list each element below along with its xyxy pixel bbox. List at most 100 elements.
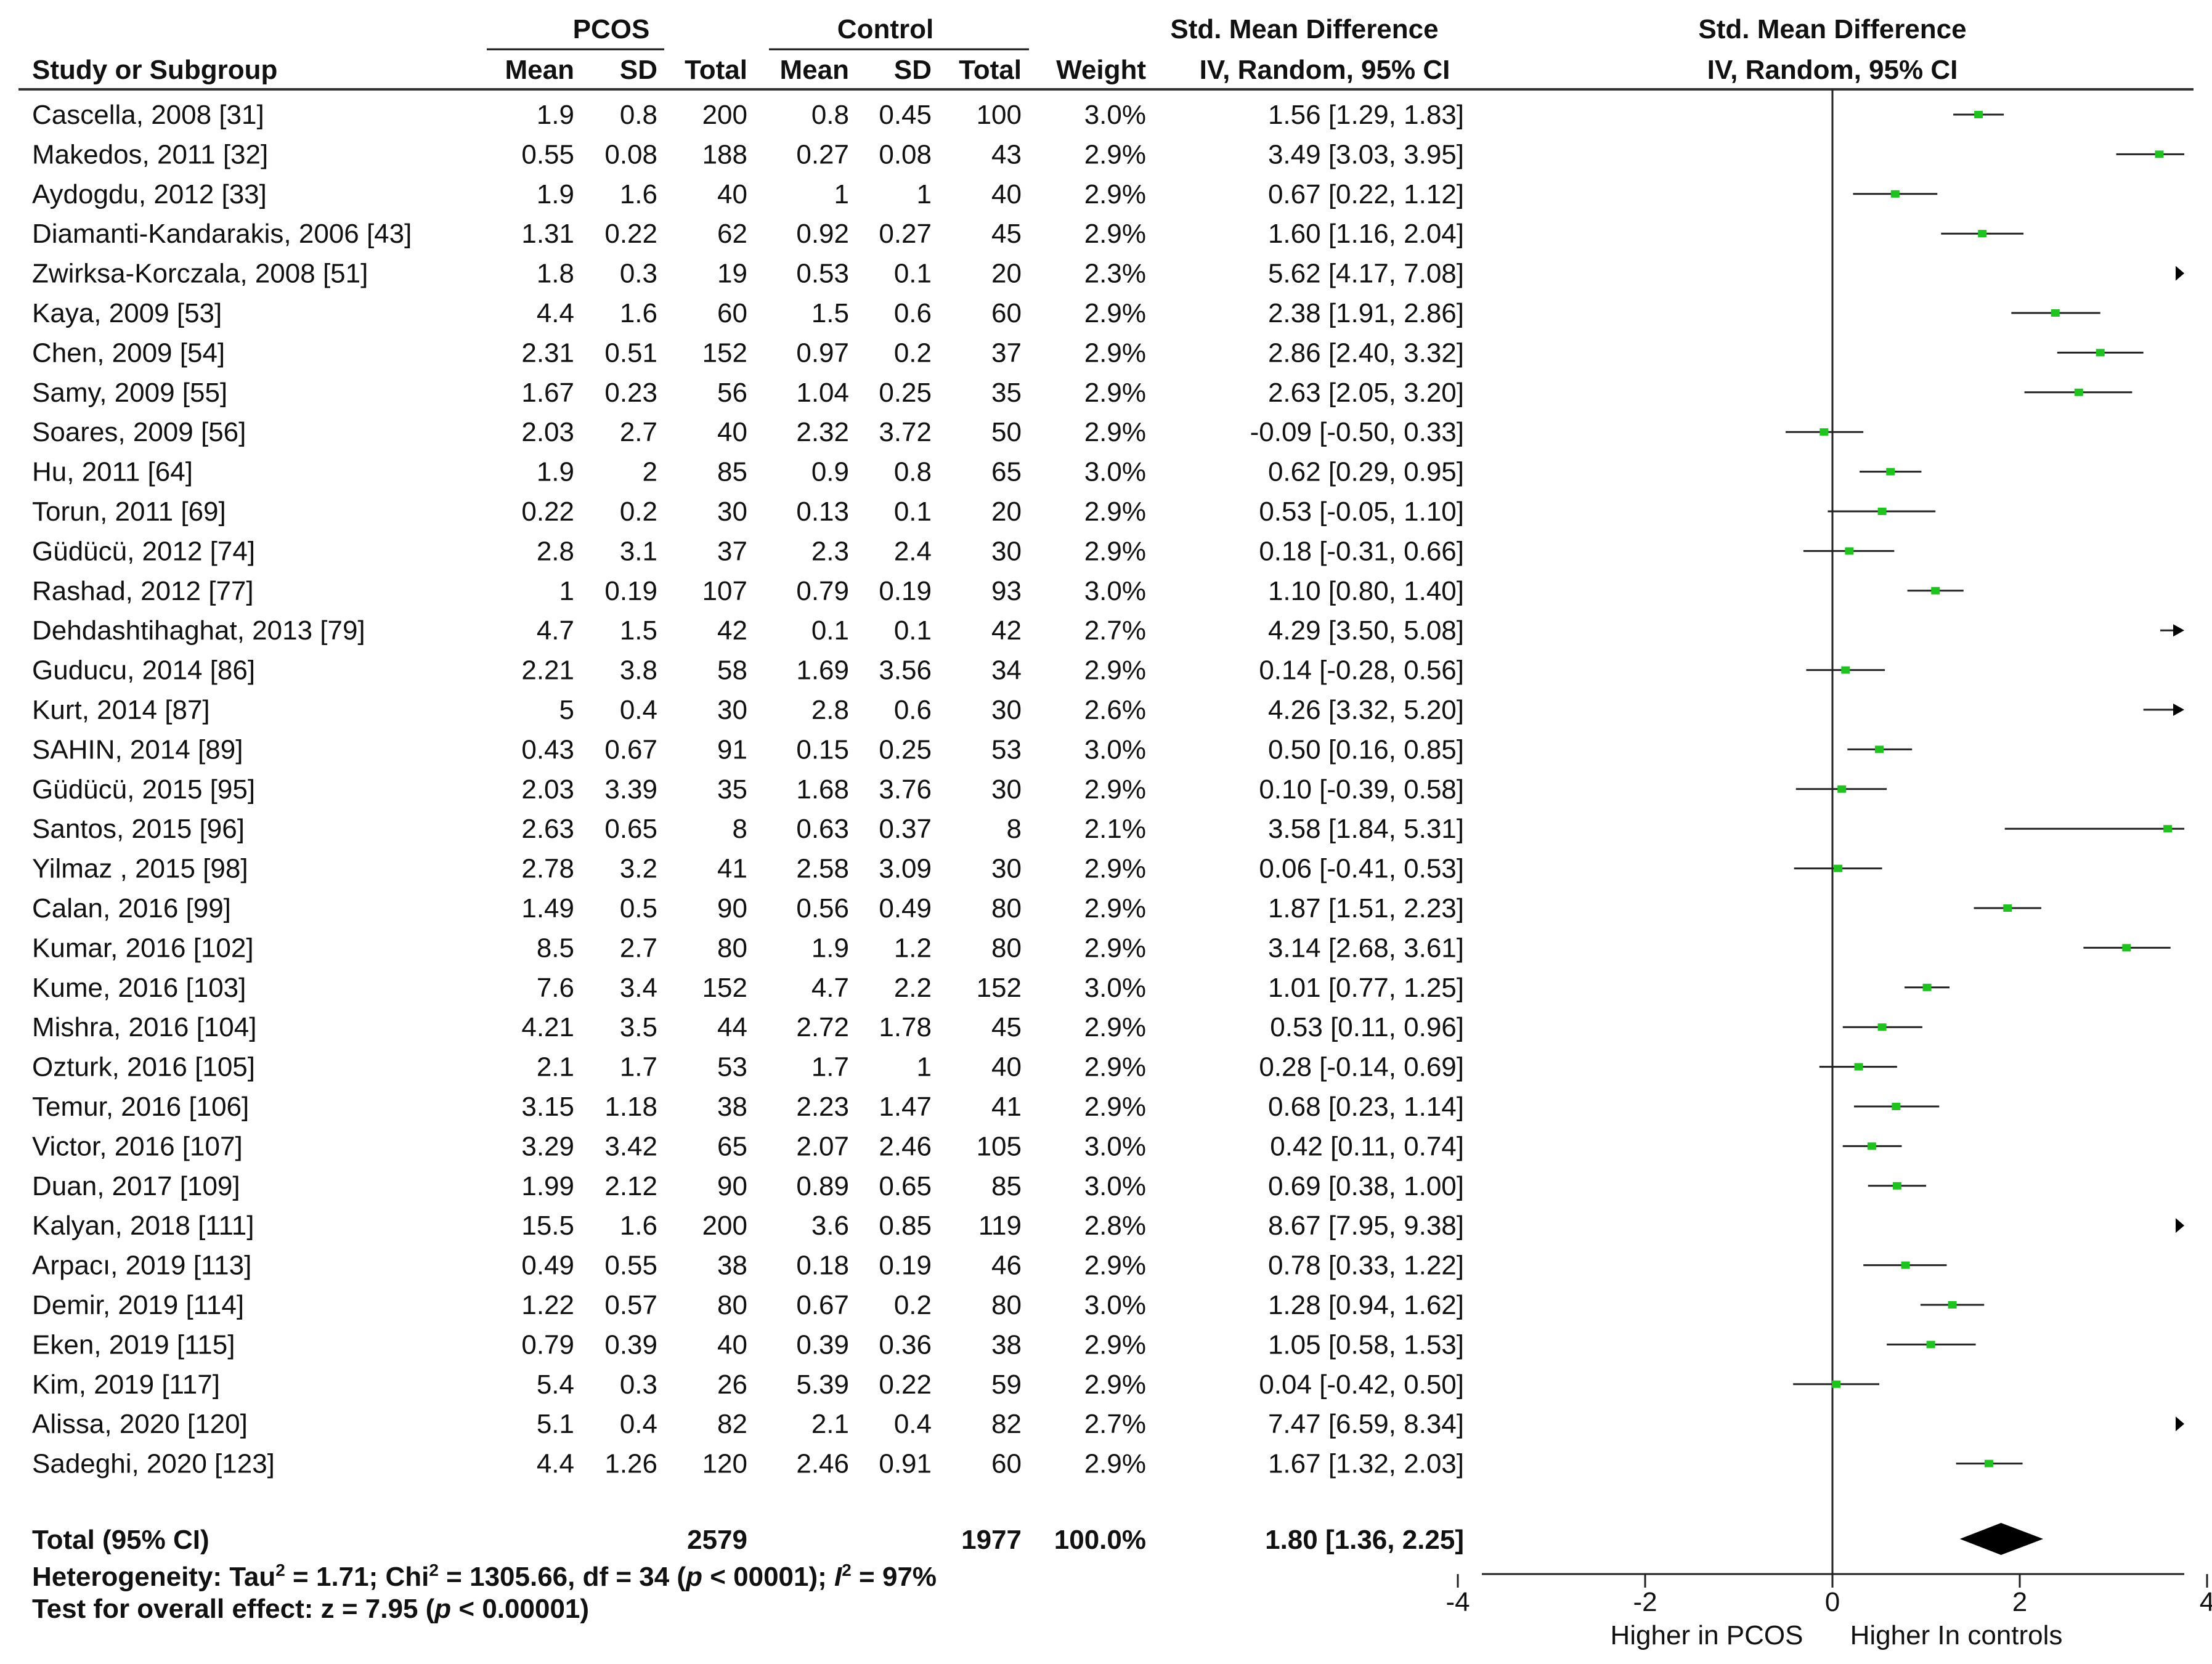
control-sd: 0.1 [894, 259, 932, 289]
pcos-total: 90 [717, 1171, 747, 1201]
control-mean: 2.72 [796, 1012, 849, 1042]
pcos-sd: 0.51 [604, 338, 657, 368]
control-mean: 2.07 [796, 1131, 849, 1161]
study-name: Santos, 2015 [96] [32, 814, 245, 844]
pcos-sd: 1.26 [604, 1449, 657, 1479]
pcos-sd: 0.4 [620, 1409, 657, 1439]
control-sd: 0.2 [894, 1290, 932, 1320]
study-name: Kalyan, 2018 [111] [32, 1211, 254, 1241]
control-total: 93 [991, 576, 1022, 606]
weight-value: 3.0% [1084, 457, 1146, 487]
smd-ci-value: 0.18 [-0.31, 0.66] [1259, 536, 1464, 566]
weight-value: 2.7% [1084, 615, 1146, 646]
study-name: Mishra, 2016 [104] [32, 1012, 256, 1042]
overall-effect-text: Test for overall effect: z = 7.95 (p < 0… [32, 1594, 589, 1624]
weight-value: 2.9% [1084, 536, 1146, 566]
control-mean: 1 [834, 179, 849, 209]
smd-ci-value: 0.10 [-0.39, 0.58] [1259, 774, 1464, 805]
control-total: 80 [991, 1290, 1022, 1320]
smd-ci-value: 0.53 [0.11, 0.96] [1270, 1012, 1464, 1042]
point-estimate [1845, 547, 1854, 555]
study-name: Temur, 2016 [106] [32, 1092, 249, 1122]
control-total: 80 [991, 893, 1022, 923]
smd-ci-value: 3.14 [2.68, 3.61] [1268, 933, 1464, 963]
point-estimate [1984, 1459, 1993, 1467]
pcos-sd: 3.5 [620, 1012, 657, 1042]
pcos-total: 120 [702, 1449, 747, 1479]
study-name: Samy, 2009 [55] [32, 378, 227, 408]
x-tick-label: -4 [1446, 1587, 1470, 1617]
smd-ci-value: 0.14 [-0.28, 0.56] [1259, 655, 1464, 686]
control-total: 30 [991, 854, 1022, 884]
smd-ci-value: 1.28 [0.94, 1.62] [1268, 1290, 1464, 1320]
header-control: Control [837, 14, 933, 44]
study-name: Victor, 2016 [107] [32, 1131, 243, 1161]
smd-ci-value: 8.67 [7.95, 9.38] [1268, 1211, 1464, 1241]
header-control-sd: SD [894, 55, 932, 85]
pcos-sd: 0.55 [604, 1251, 657, 1281]
pcos-mean: 1.67 [521, 378, 574, 408]
study-name: Guducu, 2014 [86] [32, 655, 255, 686]
pcos-sd: 0.08 [604, 139, 657, 169]
control-mean: 0.92 [796, 219, 849, 249]
control-sd: 3.56 [879, 655, 932, 686]
control-sd: 3.72 [879, 417, 932, 447]
pcos-sd: 0.39 [604, 1329, 657, 1360]
control-sd: 2.46 [879, 1131, 932, 1161]
pcos-mean: 1.22 [521, 1290, 574, 1320]
control-total: 60 [991, 298, 1022, 328]
pcos-mean: 1.99 [521, 1171, 574, 1201]
smd-ci-value: 2.86 [2.40, 3.32] [1268, 338, 1464, 368]
study-name: Soares, 2009 [56] [32, 417, 246, 447]
pcos-sd: 3.1 [620, 536, 657, 566]
study-name: Kumar, 2016 [102] [32, 933, 254, 963]
control-sd: 1 [917, 179, 932, 209]
point-estimate [1892, 1182, 1901, 1190]
header-method: IV, Random, 95% CI [1200, 55, 1450, 85]
weight-value: 3.0% [1084, 1131, 1146, 1161]
point-estimate [2074, 388, 2083, 396]
study-name: Alissa, 2020 [120] [32, 1409, 248, 1439]
point-estimate [1875, 745, 1884, 753]
pcos-mean: 7.6 [537, 973, 574, 1003]
pcos-total: 91 [717, 734, 747, 765]
pcos-mean: 2.63 [521, 814, 574, 844]
control-total: 40 [991, 1052, 1022, 1082]
header-pcos-total: Total [685, 55, 747, 85]
pcos-mean: 4.4 [537, 1449, 574, 1479]
control-sd: 0.1 [894, 497, 932, 527]
weight-value: 2.9% [1084, 774, 1146, 805]
smd-ci-value: 2.38 [1.91, 2.86] [1268, 298, 1464, 328]
control-mean: 1.68 [796, 774, 849, 805]
pcos-mean: 2.1 [537, 1052, 574, 1082]
pcos-sd: 0.5 [620, 893, 657, 923]
smd-ci-value: 0.06 [-0.41, 0.53] [1259, 854, 1464, 884]
weight-value: 2.8% [1084, 1211, 1146, 1241]
heterogeneity-text: Heterogeneity: Tau2 = 1.71; Chi2 = 1305.… [32, 1561, 937, 1592]
study-name: Zwirksa-Korczala, 2008 [51] [32, 259, 368, 289]
total-label: Total (95% CI) [32, 1525, 209, 1555]
control-sd: 0.45 [879, 100, 932, 130]
pcos-total: 38 [717, 1092, 747, 1122]
point-estimate [1890, 190, 1900, 198]
pcos-total: 58 [717, 655, 747, 686]
control-sd: 0.2 [894, 338, 932, 368]
pcos-total: 40 [717, 179, 747, 209]
weight-value: 3.0% [1084, 576, 1146, 606]
pcos-mean: 1.31 [521, 219, 574, 249]
point-estimate [1978, 230, 1987, 238]
smd-ci-value: 1.05 [0.58, 1.53] [1268, 1329, 1464, 1360]
control-mean: 0.8 [811, 100, 849, 130]
study-name: Kurt, 2014 [87] [32, 695, 210, 725]
control-mean: 1.69 [796, 655, 849, 686]
control-sd: 0.22 [879, 1370, 932, 1400]
control-total: 105 [977, 1131, 1022, 1161]
pcos-mean: 2.31 [521, 338, 574, 368]
control-sd: 3.76 [879, 774, 932, 805]
control-mean: 2.32 [796, 417, 849, 447]
control-sd: 3.09 [879, 854, 932, 884]
pcos-sd: 3.39 [604, 774, 657, 805]
control-mean: 1.5 [811, 298, 849, 328]
control-mean: 0.18 [796, 1251, 849, 1281]
pcos-total: 44 [717, 1012, 747, 1042]
